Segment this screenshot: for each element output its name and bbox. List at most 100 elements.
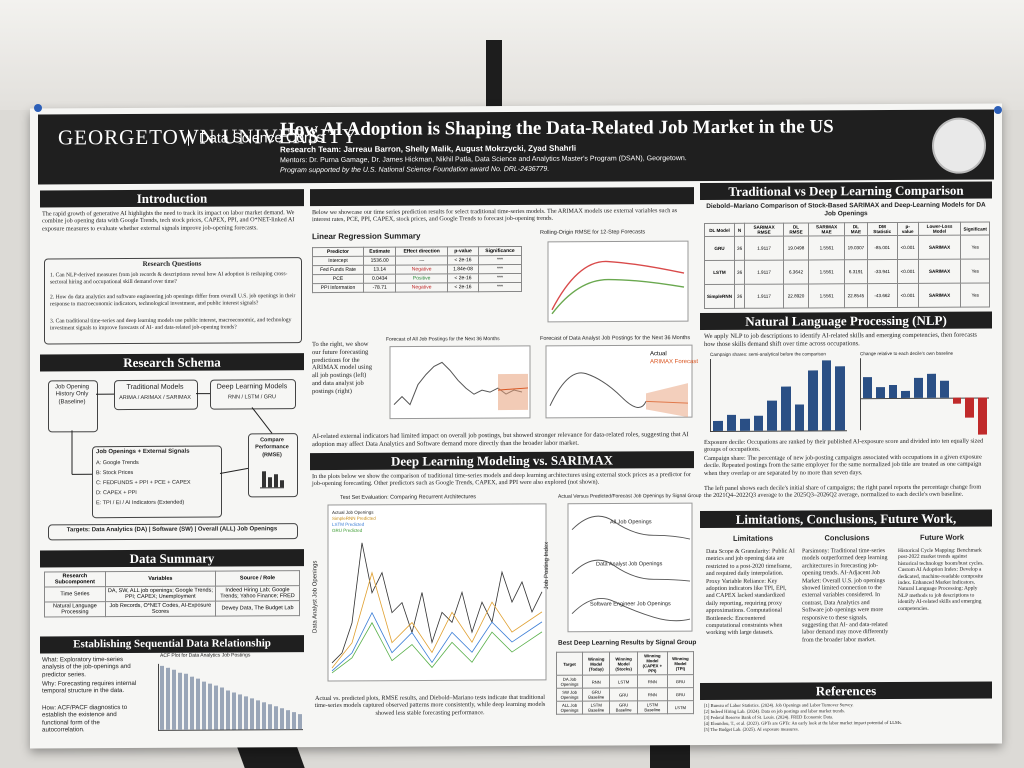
dm-header: DL MAE bbox=[844, 222, 868, 236]
dl-test-set-chart bbox=[327, 503, 547, 682]
acf-bar bbox=[207, 683, 213, 730]
table-row: Time Series DA, SW, ALL job openings; Goo… bbox=[44, 585, 300, 602]
table-row: SW Job Openings GRU Baseline GRU RNN GRU bbox=[556, 687, 694, 702]
dm-cell: -43.662 bbox=[867, 283, 898, 308]
dm-cell: SimpleRNN bbox=[704, 284, 735, 309]
dm-cell: 19.0498 bbox=[783, 235, 809, 261]
dl-signal-group-chart bbox=[567, 502, 693, 633]
lr-cell: Fed Funds Rate bbox=[312, 265, 364, 275]
ds-header-3: Source / Role bbox=[215, 570, 300, 587]
nlp-intro: We apply NLP to job descriptions to iden… bbox=[704, 331, 977, 348]
ds-header-1: Research Subcomponent bbox=[44, 571, 106, 587]
ds-cell: Indeed Hiring Lab; Google Trends; Yahoo … bbox=[215, 585, 300, 602]
research-poster: GEORGETOWN UNIVERSITY Data Science Corps… bbox=[30, 103, 1002, 749]
forecast-legend-arimax: ARIMAX Forecast bbox=[650, 359, 699, 366]
best-cell: GRU bbox=[667, 674, 694, 688]
acf-bar bbox=[165, 667, 171, 730]
acf-bar bbox=[273, 706, 279, 730]
ds-cell: Natural Language Processing bbox=[44, 601, 106, 617]
best-header: Target bbox=[556, 652, 583, 676]
section-time-series bbox=[310, 187, 694, 207]
dm-cell: 1.9117 bbox=[744, 284, 784, 309]
lr-title: Linear Regression Summary bbox=[312, 231, 421, 242]
dm-cell: 1.5561 bbox=[808, 283, 845, 308]
lr-cell: 0.0434 bbox=[363, 274, 396, 284]
lr-header: p-value bbox=[447, 246, 479, 256]
acf-bar bbox=[249, 698, 255, 730]
limits-col3-head: Future Work bbox=[919, 532, 965, 542]
dm-cell: <0.001 bbox=[897, 283, 919, 308]
section-nlp: Natural Language Processing (NLP) bbox=[700, 311, 992, 331]
nlp-panel-note: The left panel shows each decile's initi… bbox=[704, 483, 982, 500]
decile-change-bar bbox=[875, 387, 885, 398]
dm-cell: SARIMAX bbox=[918, 259, 961, 284]
intro-text: The rapid growth of generative AI highli… bbox=[42, 209, 295, 233]
nlp-exposure: Exposure decile: Occupations are ranked … bbox=[704, 437, 984, 454]
lr-cell: Positive bbox=[395, 273, 448, 284]
lr-header: Estimate bbox=[363, 247, 396, 257]
lr-cell: PCE bbox=[312, 274, 364, 284]
acf-bar bbox=[285, 710, 291, 730]
section-introduction: Introduction bbox=[40, 189, 304, 208]
lr-cell: *** bbox=[478, 264, 522, 274]
best-header: Winning Model (Today) bbox=[582, 652, 610, 676]
lr-cell: < 2e-16 bbox=[447, 273, 479, 283]
dm-cell: <0.001 bbox=[897, 259, 919, 284]
best-header: Winning Model (TPI) bbox=[667, 651, 694, 675]
lr-header: Significance bbox=[478, 246, 522, 256]
lr-cell: Negative bbox=[395, 282, 448, 293]
best-cell: LSTM bbox=[667, 700, 694, 714]
dm-header: SARIMAX MAE bbox=[808, 222, 845, 236]
acf-bar bbox=[159, 665, 165, 730]
easel-top bbox=[486, 40, 502, 110]
decile-change-bar bbox=[901, 390, 911, 398]
pin-left-icon bbox=[34, 104, 42, 112]
rolling-rmse-chart bbox=[547, 240, 689, 323]
best-cell: SW Job Openings bbox=[556, 688, 583, 702]
dl-best-title: Best Deep Learning Results by Signal Gro… bbox=[558, 639, 697, 647]
best-cell: RNN bbox=[637, 674, 668, 688]
acf-bar bbox=[213, 685, 219, 730]
conclusions-text: Parsimony: Traditional time-series model… bbox=[802, 548, 889, 644]
data-summary-table: Research Subcomponent Variables Source / R… bbox=[44, 570, 300, 617]
ts-intro: Below we showcase our time series predic… bbox=[312, 207, 678, 224]
dl-label-sw: Software Engineer Job Openings bbox=[590, 601, 671, 608]
campaign-share-bar bbox=[726, 414, 737, 431]
dm-header: p-value bbox=[897, 222, 919, 236]
decile-change-bar bbox=[978, 397, 988, 435]
acf-bar bbox=[231, 692, 237, 730]
dm-cell: LSTM bbox=[704, 260, 735, 285]
table-row: LSTM 36 1.9117 6.3642 1.5561 6.3191 -33.941 <0.… bbox=[704, 259, 990, 285]
dm-header: DL RMSE bbox=[783, 222, 809, 237]
table-row: DA Job Openings RNN LSTM RNN GRU bbox=[556, 674, 694, 689]
future-work-text: Historical Cycle Mapping: Benchmark post… bbox=[898, 547, 984, 612]
university-seal-icon bbox=[932, 117, 986, 174]
rolling-rmse-title: Rolling-Origin RMSE for 12-Step Forecast… bbox=[540, 229, 646, 236]
dl-chart2-title: Actual Versus Predicted/Forecast Job Ope… bbox=[558, 493, 702, 500]
dl-caption: Actual vs. predicted plots, RMSE results… bbox=[314, 693, 546, 717]
dm-cell: -33.941 bbox=[867, 259, 898, 284]
campaign-share-bar bbox=[794, 404, 805, 431]
table-row: GRU 36 1.9117 19.0498 1.5561 19.0307 -85.001 <0… bbox=[704, 235, 990, 261]
lr-cell: Negative bbox=[395, 264, 448, 275]
reference-5: [5] The Budget Lab. (2025). AI exposure … bbox=[704, 726, 799, 733]
best-cell: LSTM Baseline bbox=[637, 700, 668, 714]
nlp-chart1-title: Campaign shares: semi-analytical before … bbox=[710, 351, 826, 357]
forecast-all-title: Forecast of All Job Postings for the Nex… bbox=[386, 336, 500, 343]
decile-change-bar bbox=[888, 385, 898, 398]
dm-title: Diebold–Mariano Comparison of Stock-Base… bbox=[706, 201, 986, 218]
dm-cell: 19.0307 bbox=[844, 235, 868, 260]
ds-cell: DA, SW, ALL job openings; Google Trends;… bbox=[105, 586, 216, 602]
dm-cell: SARIMAX bbox=[918, 235, 961, 260]
campaign-share-bar bbox=[821, 360, 832, 431]
dm-cell: 1.9117 bbox=[744, 260, 784, 285]
sequential-why: Why: Forecasting requires internal tempo… bbox=[42, 679, 137, 695]
best-header: Winning Model (Stocks) bbox=[609, 651, 638, 676]
dl-chart2-ylabel: Job Posting Index bbox=[544, 541, 551, 590]
poster-banner: GEORGETOWN UNIVERSITY Data Science Corps… bbox=[38, 109, 994, 185]
section-sequential: Establishing Sequential Data Relationshi… bbox=[40, 635, 304, 654]
acf-bar bbox=[267, 704, 273, 730]
lr-cell: < 2e-16 bbox=[447, 282, 479, 292]
dl-best-table: Target Winning Model (Today) Winning Model… bbox=[556, 651, 694, 715]
acf-bar bbox=[255, 700, 261, 730]
